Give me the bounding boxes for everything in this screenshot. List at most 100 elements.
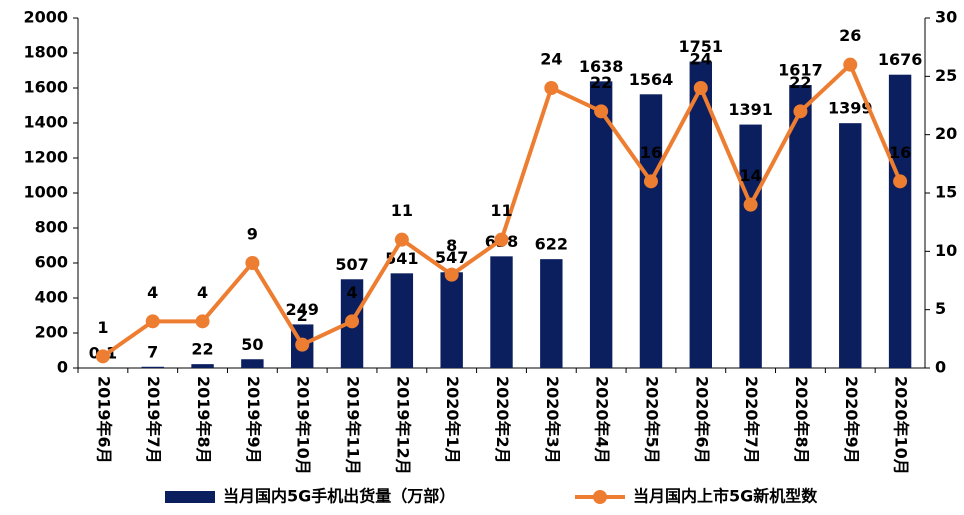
y2-tick-label: 10 <box>935 241 957 260</box>
y2-tick-label: 0 <box>935 358 946 377</box>
bar-value-label: 1399 <box>828 99 873 118</box>
legend-marker <box>593 490 607 504</box>
line-point <box>743 197 758 212</box>
line-value-label: 4 <box>346 283 357 302</box>
line-point <box>494 232 509 247</box>
line-value-label: 11 <box>490 201 512 220</box>
line-value-label: 24 <box>540 50 562 69</box>
line-value-label: 16 <box>889 143 911 162</box>
y-tick-label: 800 <box>35 218 68 237</box>
legend-label: 当月国内上市5G新机型数 <box>633 487 818 506</box>
x-tick-label: 2020年4月 <box>593 376 612 464</box>
y-tick-label: 1000 <box>23 183 68 202</box>
x-tick-label: 2019年10月 <box>294 376 313 475</box>
x-tick-label: 2020年9月 <box>842 376 861 464</box>
y-tick-label: 200 <box>35 323 68 342</box>
bar-value-label: 622 <box>535 235 568 254</box>
bar <box>839 123 862 368</box>
line-value-label: 8 <box>446 236 457 255</box>
x-tick-label: 2020年10月 <box>892 376 911 475</box>
line-point <box>594 104 609 119</box>
legend-label: 当月国内5G手机出货量（万部） <box>223 487 455 506</box>
y-tick-label: 1400 <box>23 113 68 132</box>
bar-value-label: 1564 <box>629 70 674 89</box>
bar-value-label: 547 <box>435 248 468 267</box>
y-tick-label: 2000 <box>23 8 68 27</box>
bar <box>191 364 214 368</box>
y2-tick-label: 20 <box>935 124 957 143</box>
y2-tick-label: 25 <box>935 66 957 85</box>
bar-value-label: 22 <box>191 340 213 359</box>
line-value-label: 26 <box>839 26 861 45</box>
line-point <box>145 314 160 329</box>
x-tick-label: 2019年9月 <box>244 376 263 464</box>
line-point <box>693 81 708 95</box>
bar-value-label: 7 <box>147 342 158 361</box>
line-point <box>394 232 409 247</box>
x-tick-label: 2020年2月 <box>493 376 512 464</box>
y2-tick-label: 5 <box>935 299 946 318</box>
line-value-label: 24 <box>690 50 712 69</box>
line-point <box>195 314 210 329</box>
bar-value-label: 1638 <box>579 57 624 76</box>
x-tick-label: 2019年8月 <box>194 376 213 464</box>
bar-value-label: 1751 <box>679 37 724 56</box>
y-tick-label: 1200 <box>23 148 68 167</box>
bar <box>789 85 812 369</box>
y2-tick-label: 15 <box>935 183 957 202</box>
x-tick-label: 2020年5月 <box>642 376 661 464</box>
x-tick-label: 2020年1月 <box>443 376 462 464</box>
bar-value-label: 1676 <box>878 50 923 69</box>
bar <box>639 94 663 369</box>
line-point <box>95 349 110 364</box>
bar <box>739 124 762 368</box>
line-value-label: 16 <box>640 143 662 162</box>
bar-value-label: 507 <box>335 255 368 274</box>
y-tick-label: 400 <box>35 288 68 307</box>
line-point <box>245 256 260 270</box>
line-value-label: 22 <box>590 73 612 92</box>
line-value-label: 14 <box>739 166 761 185</box>
line-point <box>295 337 310 352</box>
y-tick-label: 1600 <box>23 78 68 97</box>
y-tick-label: 0 <box>57 358 68 377</box>
line-value-label: 9 <box>247 225 258 244</box>
line-point <box>893 174 908 189</box>
x-tick-label: 2020年8月 <box>792 376 811 464</box>
bar <box>689 61 713 368</box>
y2-tick-label: 30 <box>935 8 957 27</box>
line-value-label: 4 <box>147 283 158 302</box>
line-value-label: 4 <box>197 283 208 302</box>
bar <box>141 366 164 368</box>
legend-swatch <box>165 491 215 503</box>
line-point <box>544 81 559 95</box>
bar <box>589 81 613 368</box>
x-tick-label: 2019年6月 <box>94 376 113 464</box>
y-tick-label: 1800 <box>23 43 68 62</box>
line-value-label: 11 <box>391 201 413 220</box>
x-tick-label: 2020年7月 <box>742 376 761 464</box>
bar-value-label: 1617 <box>778 61 823 80</box>
x-tick-label: 2019年7月 <box>144 376 163 464</box>
y-tick-label: 600 <box>35 253 68 272</box>
x-tick-label: 2020年6月 <box>692 376 711 464</box>
bar-value-label: 1391 <box>728 100 773 119</box>
bar <box>888 74 912 368</box>
line-point <box>345 314 360 329</box>
line-point <box>444 267 459 282</box>
line-point <box>643 174 658 189</box>
line-point <box>843 57 858 72</box>
x-tick-label: 2019年11月 <box>344 376 363 475</box>
bar-value-label: 249 <box>286 300 319 319</box>
bar <box>390 273 414 368</box>
bar <box>540 259 563 368</box>
bar-value-label: 50 <box>241 335 263 354</box>
x-tick-label: 2020年3月 <box>543 376 562 464</box>
x-tick-label: 2019年12月 <box>393 376 412 475</box>
bar <box>490 256 513 368</box>
bar <box>241 359 264 368</box>
bar <box>440 272 463 368</box>
line-point <box>793 104 808 119</box>
line-value-label: 1 <box>97 318 108 337</box>
